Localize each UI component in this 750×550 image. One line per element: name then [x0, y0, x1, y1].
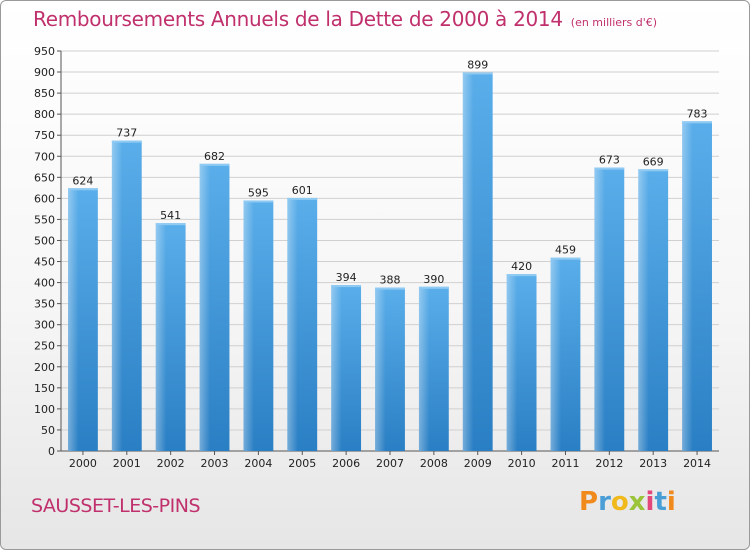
y-tick-label: 0 [48, 445, 55, 458]
x-tick-label: 2001 [113, 457, 141, 470]
bar-top-edge [418, 286, 449, 289]
logo-letter: i [645, 487, 655, 517]
data-label: 669 [643, 155, 664, 168]
bar-highlight [375, 287, 405, 451]
x-tick-label: 2008 [420, 457, 448, 470]
bar-top-edge [68, 188, 98, 191]
bar-top-edge [331, 285, 362, 288]
y-tick-label: 300 [34, 319, 55, 332]
bar-top-edge [462, 72, 493, 75]
data-label: 673 [599, 154, 620, 167]
bar-top-edge [375, 287, 405, 290]
bar-highlight [199, 163, 230, 451]
x-tick-label: 2003 [201, 457, 229, 470]
y-tick-label: 50 [41, 424, 55, 437]
data-label: 541 [160, 209, 181, 222]
chart-title-text: Remboursements Annuels de la Dette de 20… [33, 7, 563, 31]
x-tick-label: 2011 [551, 457, 579, 470]
y-tick-label: 900 [34, 66, 55, 79]
y-tick-label: 550 [34, 213, 55, 226]
x-tick-label: 2005 [288, 457, 316, 470]
bar-top-edge [506, 274, 537, 277]
logo-letter: P [579, 487, 599, 517]
bars [68, 72, 712, 451]
y-tick-label: 400 [34, 277, 55, 290]
x-tick-label: 2002 [157, 457, 185, 470]
data-label: 595 [248, 186, 269, 199]
bar-top-edge [199, 163, 230, 166]
data-label: 388 [380, 274, 401, 287]
bar-top-edge [287, 197, 318, 200]
bar-highlight [506, 274, 537, 451]
y-tick-label: 500 [34, 234, 55, 247]
bar-top-edge [111, 140, 142, 143]
chart-title: Remboursements Annuels de la Dette de 20… [33, 7, 657, 31]
data-labels: 624 737 541 682 595 601 394 388 390 899 420 459 673 6… [72, 58, 707, 286]
bar-highlight [462, 72, 493, 451]
data-label: 459 [555, 244, 576, 257]
bar-highlight [287, 197, 318, 451]
logo-letter: t [654, 487, 667, 517]
bar-highlight [682, 121, 712, 451]
x-tick-label: 2012 [595, 457, 623, 470]
bar-highlight [68, 188, 98, 451]
x-tick-label: 2007 [376, 457, 404, 470]
logo-letter: x [628, 487, 646, 517]
x-tick-label: 2013 [639, 457, 667, 470]
y-tick-label: 850 [34, 87, 55, 100]
bar-highlight [331, 285, 362, 451]
data-label: 899 [467, 58, 488, 71]
bar-highlight [243, 200, 274, 451]
data-label: 420 [511, 260, 532, 273]
bar-top-edge [550, 257, 581, 260]
bar-highlight [111, 140, 142, 451]
bar-highlight [155, 223, 186, 451]
y-tick-label: 200 [34, 361, 55, 374]
x-tick-label: 2010 [508, 457, 536, 470]
bar-highlight [550, 257, 581, 451]
bar-top-edge [243, 200, 274, 203]
y-tick-label: 750 [34, 129, 55, 142]
y-tick-label: 150 [34, 382, 55, 395]
bar-top-edge [155, 223, 186, 226]
bar-highlight [638, 169, 669, 451]
x-tick-label: 2014 [683, 457, 711, 470]
y-tick-label: 350 [34, 298, 55, 311]
data-label: 394 [336, 271, 357, 284]
x-tick-label: 2004 [244, 457, 272, 470]
logo-letter: o [610, 487, 629, 517]
y-tick-label: 700 [34, 150, 55, 163]
y-tick-label: 800 [34, 108, 55, 121]
y-tick-label: 250 [34, 340, 55, 353]
bar-highlight [418, 286, 449, 451]
y-tick-label: 650 [34, 171, 55, 184]
x-tick-label: 2006 [332, 457, 360, 470]
data-label: 624 [72, 174, 93, 187]
bar-chart: 0 50 100 150 200 250 300 350 400 450 500 550 600 650 7… [34, 45, 719, 470]
data-label: 737 [116, 127, 137, 140]
x-tick-label: 2009 [464, 457, 492, 470]
data-label: 601 [292, 184, 313, 197]
bar-top-edge [594, 167, 625, 170]
x-tick-label: 2000 [69, 457, 97, 470]
proxiti-logo[interactable]: Proxiti [579, 487, 676, 517]
data-label: 682 [204, 150, 225, 163]
chart-unit-label: (en milliers d'€) [570, 16, 658, 29]
bar-highlight [594, 167, 625, 451]
bar-top-edge [638, 169, 669, 172]
y-tick-label: 950 [34, 45, 55, 58]
y-tick-label: 600 [34, 192, 55, 205]
y-tick-label: 100 [34, 403, 55, 416]
logo-letter: i [666, 487, 676, 517]
data-label: 390 [423, 273, 444, 286]
commune-name: SAUSSET-LES-PINS [31, 495, 201, 517]
bar-top-edge [682, 121, 712, 124]
data-label: 783 [687, 107, 708, 120]
y-tick-label: 450 [34, 256, 55, 269]
logo-letter: r [598, 487, 611, 517]
